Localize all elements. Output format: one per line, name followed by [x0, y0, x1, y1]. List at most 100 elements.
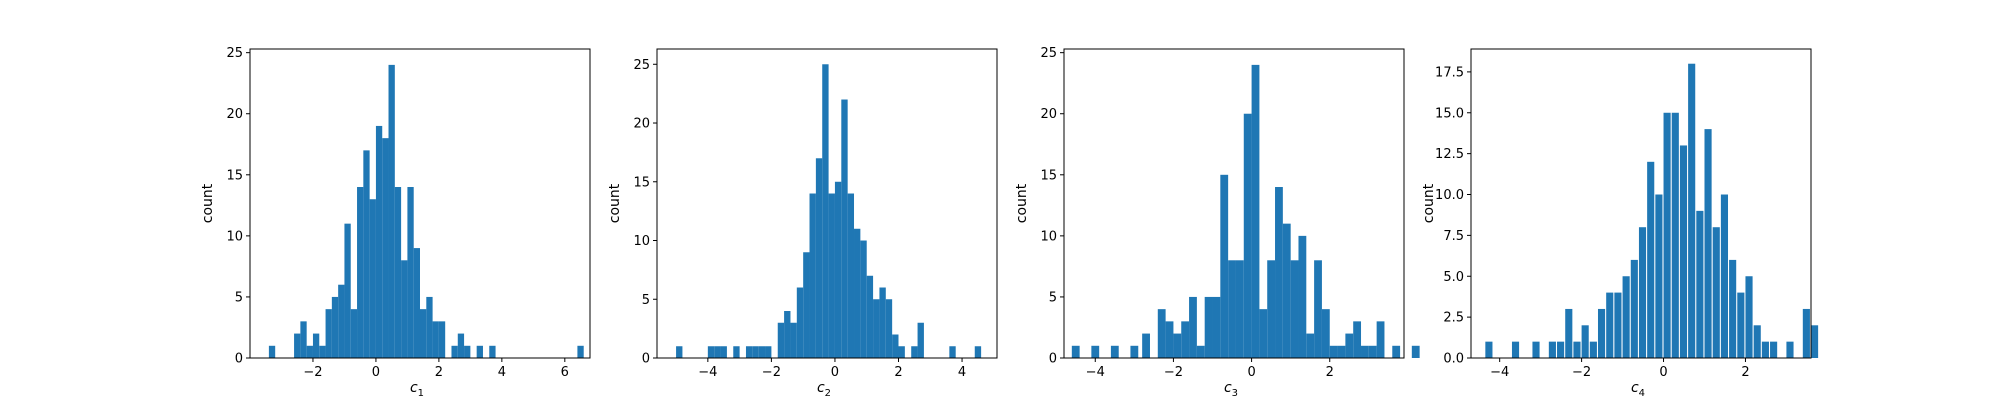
- histogram-bar: [796, 287, 804, 358]
- histogram-bar: [394, 187, 402, 358]
- histogram-bar: [1361, 345, 1369, 358]
- histogram-bar: [1204, 296, 1213, 358]
- axes-frame: [1063, 48, 1405, 359]
- histogram-bar: [350, 309, 358, 358]
- x-tick-label: −2: [303, 365, 322, 380]
- y-tick-label: 15: [1040, 168, 1057, 183]
- histogram-bar: [1220, 174, 1229, 358]
- histogram-bar: [1679, 145, 1688, 358]
- y-tick-label: 0: [642, 352, 650, 367]
- histogram-bar: [1251, 64, 1260, 358]
- histogram-bar: [294, 333, 301, 358]
- histogram-bar: [457, 333, 465, 358]
- histogram-bar: [1235, 260, 1244, 358]
- histogram-bar: [1647, 161, 1655, 358]
- histogram-bar: [841, 99, 848, 359]
- x-tick-label: 6: [561, 365, 569, 380]
- histogram-bar: [879, 287, 886, 358]
- histogram-bar: [911, 346, 918, 358]
- y-tick-label: 20: [633, 117, 650, 132]
- x-tick-label: 2: [1326, 365, 1334, 380]
- y-tick-label: 0.0: [1443, 352, 1464, 367]
- histogram-bar: [1130, 345, 1139, 358]
- histogram-bar: [1368, 345, 1377, 358]
- histogram-bar: [1761, 341, 1769, 358]
- histogram-bar: [1157, 309, 1166, 358]
- y-axis-label: count: [607, 183, 623, 223]
- histogram-bar: [974, 346, 982, 358]
- histogram-bar: [707, 346, 715, 358]
- histogram-bar: [1321, 309, 1330, 358]
- histogram-bar: [331, 296, 339, 358]
- histogram-bar: [866, 275, 874, 358]
- x-tick-label: −4: [1490, 365, 1509, 380]
- y-tick-label: 10: [633, 234, 650, 249]
- histogram-bar: [822, 64, 829, 359]
- histogram-bar: [1720, 194, 1729, 358]
- histogram-bar: [1581, 325, 1589, 358]
- x-tick-label: −2: [1164, 365, 1183, 380]
- histogram-bar: [1228, 260, 1236, 358]
- histogram-bar: [1597, 308, 1606, 358]
- histogram-bar: [949, 346, 956, 358]
- histogram-bar: [873, 299, 880, 358]
- histogram-bar: [1511, 341, 1520, 358]
- histogram-bar: [338, 284, 345, 358]
- histogram-bar: [407, 187, 414, 358]
- histogram-bar: [1165, 321, 1174, 358]
- histogram-bar: [809, 193, 816, 358]
- histogram-bar: [1181, 321, 1190, 358]
- subplot-c2: −4 −2 0 2 4 0 5 10 15 20 25 c2 count: [607, 48, 998, 399]
- histogram-bar: [1290, 260, 1299, 358]
- x-tick-label: 0: [1659, 365, 1667, 380]
- histogram-bar: [577, 345, 584, 358]
- x-tick-label: 0: [1247, 365, 1255, 380]
- x-tick-label: 0: [372, 365, 380, 380]
- histogram-bar: [319, 345, 326, 358]
- histogram-bar: [1786, 341, 1794, 358]
- histogram-bar: [784, 311, 791, 358]
- histogram-bar: [1573, 341, 1581, 358]
- histogram-bar: [1589, 341, 1597, 358]
- y-tick-label: 20: [1040, 107, 1057, 122]
- histogram-bar: [1729, 259, 1737, 358]
- histogram-bar: [1212, 296, 1221, 358]
- axes-frame: [249, 48, 591, 359]
- histogram-bar: [1688, 63, 1696, 359]
- subplot-c4: −4 −2 0 2 0.0 2.5 5.0 7.5 10.0 12.5 15.0 17.5 c4 coun…: [1421, 48, 1819, 399]
- histogram-bar: [306, 345, 313, 358]
- histogram-bar: [426, 296, 433, 358]
- histogram-bar: [363, 150, 370, 358]
- y-tick-label: 7.5: [1443, 229, 1464, 244]
- histogram-bar: [464, 345, 471, 358]
- y-tick-label: 0: [235, 352, 243, 367]
- y-tick-label: 15: [633, 175, 650, 190]
- histogram-bar: [898, 346, 905, 358]
- histogram-bar: [834, 181, 842, 358]
- x-axis-label: c1: [410, 380, 424, 399]
- axes-frame: [1470, 48, 1812, 359]
- y-tick-label: 5: [1049, 290, 1057, 305]
- x-tick-label: −2: [762, 365, 781, 380]
- x-tick-label: 2: [1741, 365, 1749, 380]
- x-axis-label: c4: [1631, 380, 1645, 399]
- histogram-bar: [476, 345, 483, 358]
- histogram-bar: [847, 193, 855, 358]
- histogram-bar: [451, 345, 458, 358]
- histogram-bar: [1337, 345, 1346, 358]
- x-tick-label: 2: [435, 365, 443, 380]
- histogram-bar: [413, 248, 420, 358]
- histogram-bar: [745, 346, 753, 358]
- histogram-bar: [1345, 333, 1354, 358]
- histogram-bar: [1298, 235, 1307, 358]
- histogram-bar: [758, 346, 766, 358]
- x-tick-label: 4: [498, 365, 506, 380]
- histogram-bar: [1189, 296, 1197, 358]
- histogram-bar: [1142, 333, 1150, 358]
- histogram-bar: [1485, 341, 1493, 358]
- histogram-bar: [1655, 194, 1663, 358]
- x-axis-label: c2: [817, 380, 831, 399]
- y-axis-label: count: [200, 183, 216, 223]
- histogram-bar: [790, 322, 797, 358]
